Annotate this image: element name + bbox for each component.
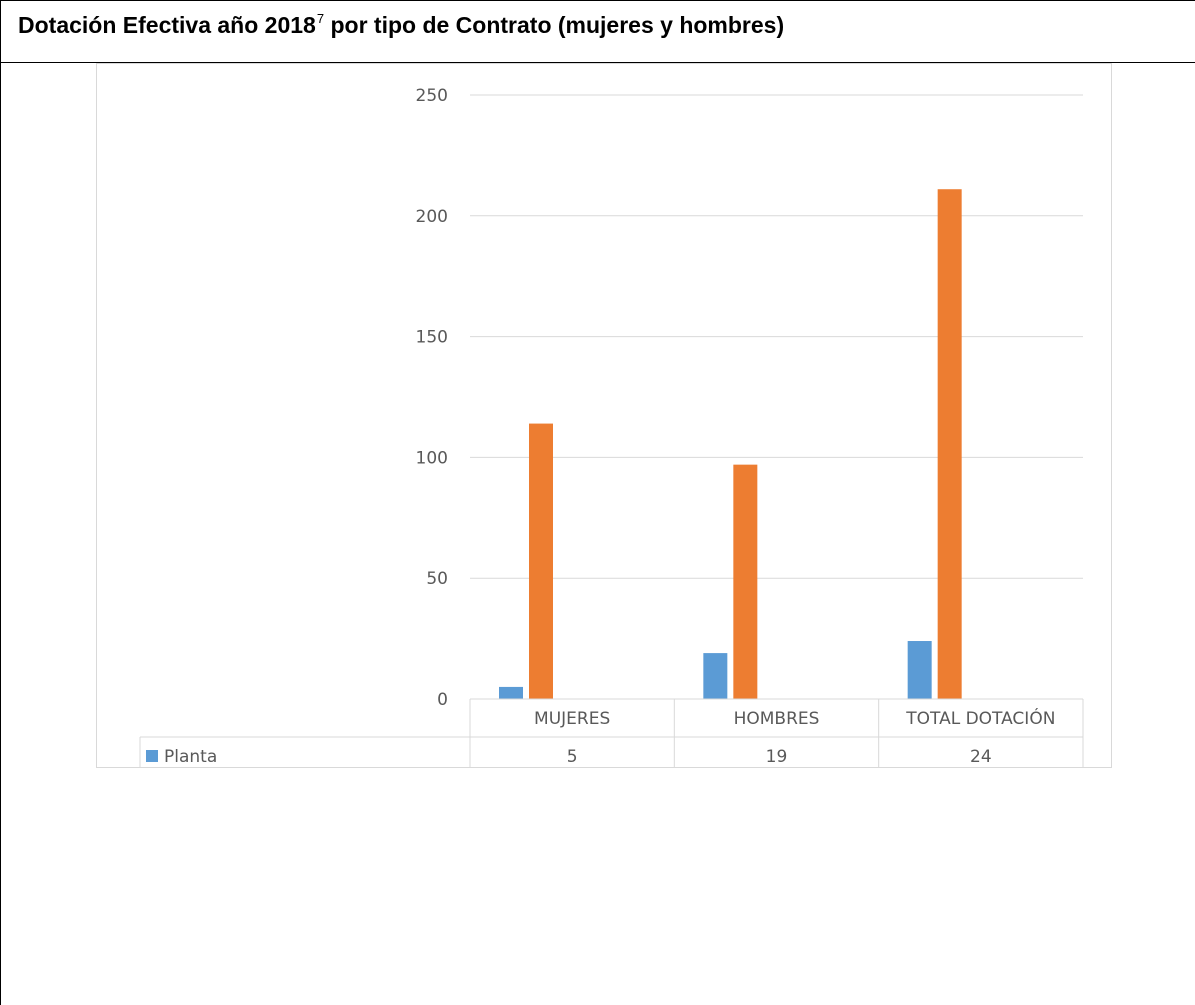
y-tick-label: 50 [426, 569, 448, 589]
data-label: 24 [970, 747, 992, 767]
bar [907, 641, 932, 699]
title-separator [0, 62, 1195, 63]
figure-title: Dotación Efectiva año 20187 por tipo de … [18, 11, 785, 39]
series-label: Planta [164, 747, 217, 767]
legend-key [146, 750, 158, 762]
y-tick-label: 250 [416, 86, 448, 106]
bar [937, 189, 962, 699]
y-tick-label: 200 [416, 207, 448, 227]
chart-area: 0 50 100 150 200 250 MUJERES HOMBRES TOTAL DOTAC… [96, 63, 1112, 768]
bar-chart: 0 50 100 150 200 250 MUJERES HOMBRES TOTAL DOTAC… [139, 86, 1084, 767]
y-tick-label: 150 [416, 328, 448, 348]
title-main: Dotación Efectiva año 2018 [18, 12, 316, 38]
bar [499, 686, 523, 699]
y-tick-label: 100 [416, 448, 448, 468]
y-tick-label: 0 [437, 690, 448, 710]
category-label: MUJERES [534, 709, 610, 729]
data-label: 5 [567, 747, 578, 767]
bar [733, 464, 758, 699]
title-footnote-ref: 7 [316, 11, 325, 26]
category-label: TOTAL DOTACIÓN [905, 707, 1055, 729]
category-label: HOMBRES [734, 709, 820, 729]
bar [529, 423, 553, 699]
title-rest: por tipo de Contrato (mujeres y hombres) [324, 12, 785, 38]
bar [703, 653, 728, 699]
data-label: 19 [766, 747, 788, 767]
